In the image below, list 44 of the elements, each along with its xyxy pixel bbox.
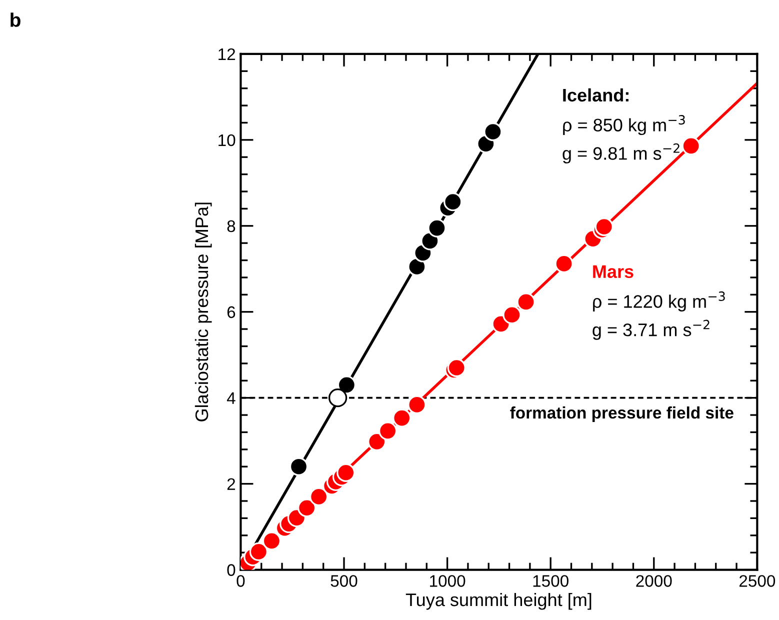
y-tick-label: 0 — [227, 564, 236, 576]
point — [392, 408, 412, 428]
point — [484, 122, 502, 142]
x-tick-label: 1500 — [533, 575, 568, 587]
annotation: Iceland: — [563, 88, 628, 102]
point — [328, 388, 348, 408]
point — [516, 292, 536, 312]
point — [408, 395, 426, 414]
legend-label: formation pressure field site — [510, 406, 734, 422]
point — [249, 542, 268, 562]
text: b — [10, 12, 20, 27]
point — [297, 498, 316, 518]
point — [289, 457, 308, 476]
y-tick-label: 8 — [227, 220, 236, 232]
y-tick-label: 2 — [227, 478, 236, 490]
annotation: g = 9.81 m s$^{−2}$ — [562, 143, 680, 164]
point — [554, 254, 574, 274]
x-tick-label: 1000 — [430, 575, 466, 587]
y-tick-label: 6 — [227, 306, 236, 318]
annotation: ρ = 1220 kg m$^{−3}$ — [593, 291, 725, 312]
point — [337, 376, 356, 394]
point — [309, 487, 328, 506]
point — [444, 192, 462, 212]
annotation: g = 3.71 m s$^{−2}$ — [592, 320, 710, 340]
x-tick-label: 500 — [330, 575, 358, 587]
point — [336, 463, 356, 482]
x-tick-label: 2000 — [636, 575, 672, 587]
y-tick-label: 12 — [218, 48, 236, 60]
x-tick-label: 0 — [236, 575, 245, 587]
point — [368, 432, 386, 452]
point — [502, 306, 522, 324]
y-tick-label: 4 — [226, 392, 236, 404]
x-axis-title: Tuya summit height [m] — [406, 592, 592, 610]
y-tick-label: 10 — [218, 134, 236, 146]
annotation: Mars — [593, 265, 634, 278]
point — [682, 136, 700, 156]
point — [408, 257, 426, 276]
point — [262, 532, 282, 550]
y-axis-title: Glaciostatic pressure [MPa] — [194, 202, 212, 422]
annotation: ρ = 850 kg m$^{−3}$ — [563, 115, 685, 136]
point — [428, 218, 446, 238]
point — [594, 217, 614, 236]
x-tick-label: 2500 — [739, 575, 776, 587]
point — [378, 422, 398, 440]
